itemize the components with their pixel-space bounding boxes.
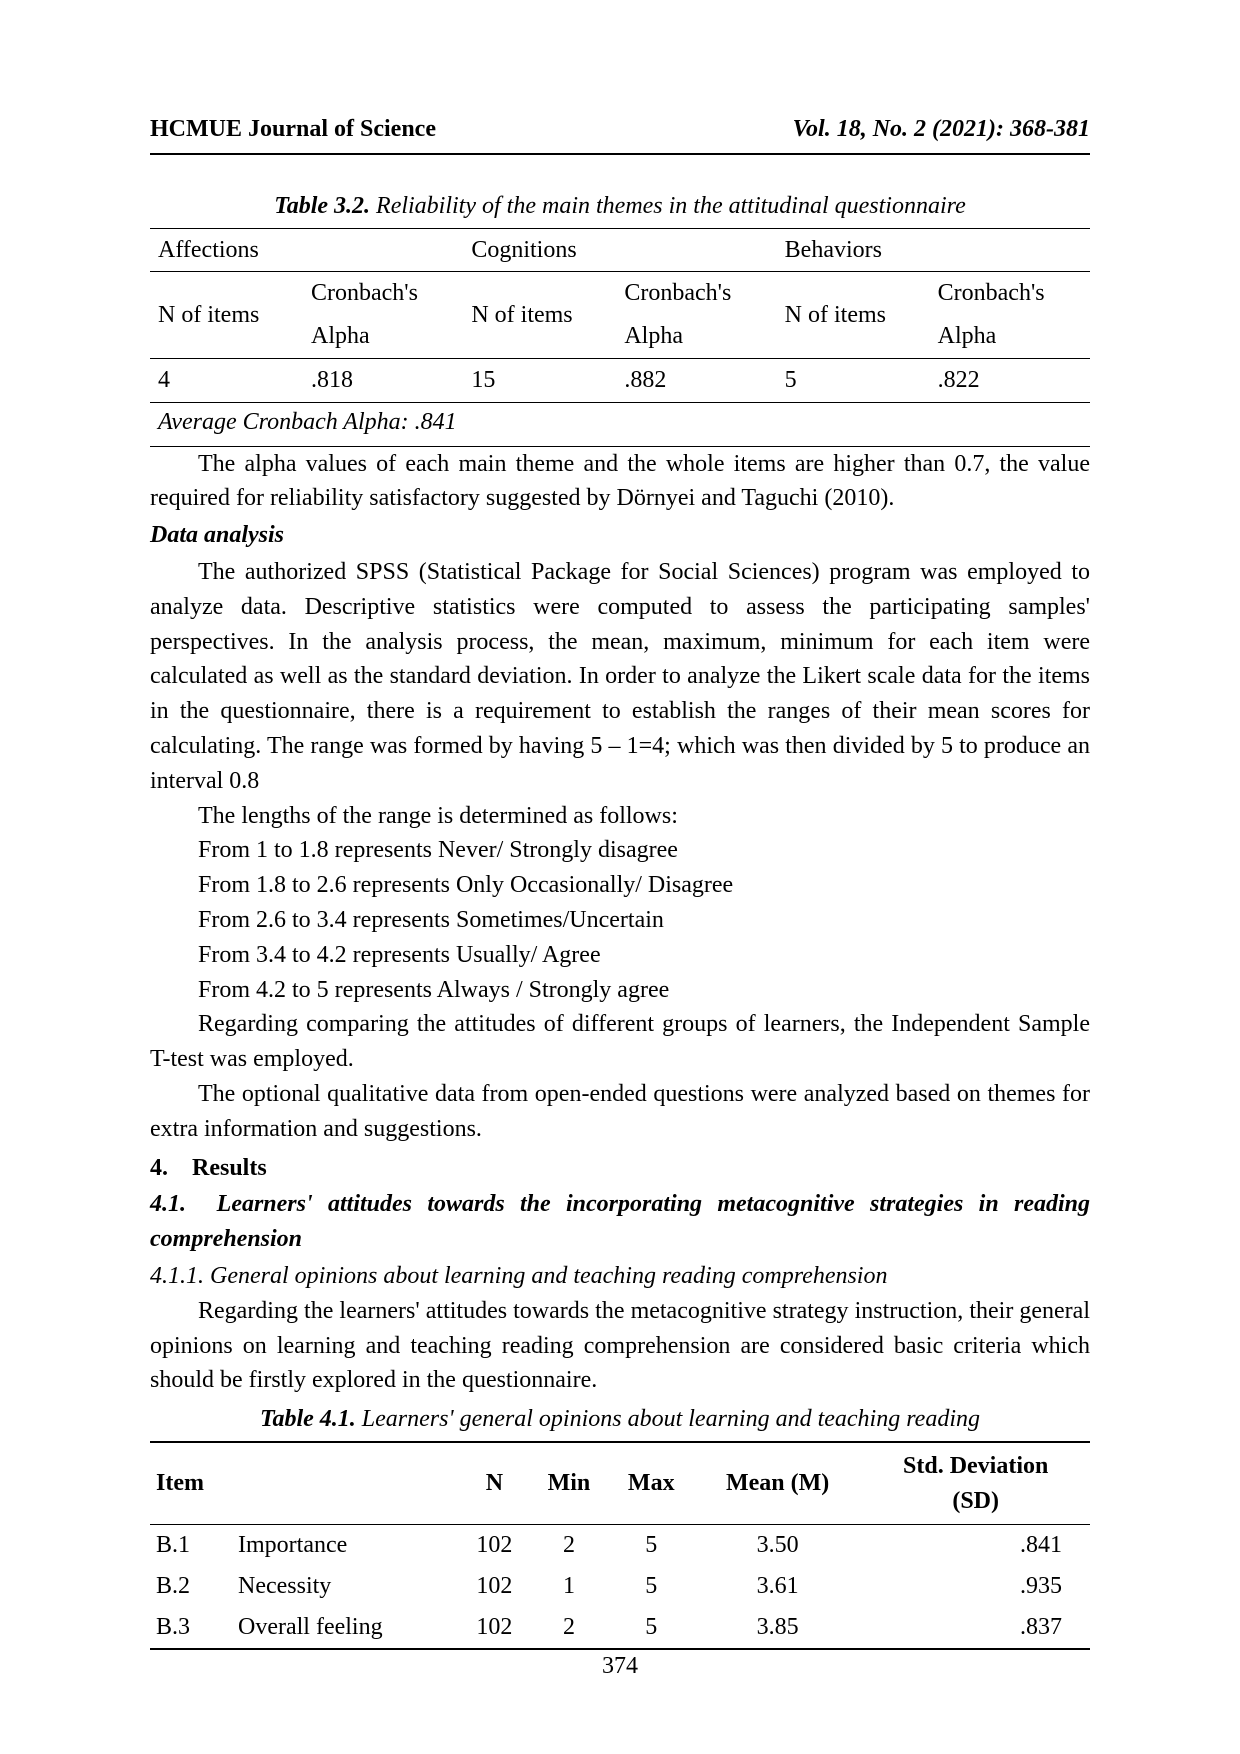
cell: 5 — [777, 358, 930, 402]
col-sd: Std. Deviation (SD) — [861, 1442, 1090, 1525]
range-line: From 4.2 to 5 represents Always / Strong… — [150, 973, 1090, 1008]
cell: .822 — [930, 358, 1090, 402]
cell: B.3 — [150, 1607, 232, 1649]
cell: 2 — [529, 1607, 608, 1649]
cell: 1 — [529, 1566, 608, 1607]
cell: 5 — [609, 1566, 694, 1607]
cell: 3.50 — [694, 1525, 862, 1566]
cell: .818 — [303, 358, 463, 402]
col-item: Item — [150, 1442, 460, 1525]
journal-title: HCMUE Journal of Science — [150, 112, 436, 147]
table-row: B.1 Importance 102 2 5 3.50 .841 — [150, 1525, 1090, 1566]
cell: 102 — [460, 1566, 530, 1607]
subhead: N of items — [463, 272, 616, 359]
heading-number: 4. — [150, 1155, 168, 1181]
heading-number: 4.1. — [150, 1191, 186, 1217]
section-4-1-1-heading: 4.1.1. General opinions about learning a… — [150, 1259, 1090, 1294]
heading-text: Learners' attitudes towards the incorpor… — [150, 1191, 1090, 1252]
subhead: N of items — [777, 272, 930, 359]
cell: 102 — [460, 1607, 530, 1649]
cell: .935 — [861, 1566, 1090, 1607]
section-4-heading: 4. Results — [150, 1151, 1090, 1186]
running-header: HCMUE Journal of Science Vol. 18, No. 2 … — [150, 112, 1090, 155]
cell: 3.61 — [694, 1566, 862, 1607]
table-header-row: Item N Min Max Mean (M) Std. Deviation (… — [150, 1442, 1090, 1525]
group-header: Behaviors — [777, 228, 1090, 272]
subhead: N of items — [150, 272, 303, 359]
paragraph: The lengths of the range is determined a… — [150, 799, 1090, 834]
cell: 5 — [609, 1525, 694, 1566]
cell: Importance — [232, 1525, 460, 1566]
table-row: Affections Cognitions Behaviors — [150, 228, 1090, 272]
col-min: Min — [529, 1442, 608, 1525]
subhead: Cronbach's — [616, 272, 776, 315]
paragraph: The authorized SPSS (Statistical Package… — [150, 555, 1090, 799]
sd-line2: (SD) — [952, 1488, 999, 1514]
cell: 2 — [529, 1525, 608, 1566]
table-row: N of items Cronbach's N of items Cronbac… — [150, 272, 1090, 315]
cell: .882 — [616, 358, 776, 402]
caption-text: Reliability of the main themes in the at… — [370, 193, 966, 219]
subhead: Cronbach's — [303, 272, 463, 315]
group-header: Cognitions — [463, 228, 776, 272]
col-max: Max — [609, 1442, 694, 1525]
average-alpha: Average Cronbach Alpha: .841 — [150, 403, 1090, 447]
paragraph: The optional qualitative data from open-… — [150, 1077, 1090, 1147]
cell: 5 — [609, 1607, 694, 1649]
table-4-1-caption: Table 4.1. Learners' general opinions ab… — [150, 1402, 1090, 1437]
cell: B.1 — [150, 1525, 232, 1566]
sd-line1: Std. Deviation — [903, 1453, 1048, 1479]
cell: 4 — [150, 358, 303, 402]
subhead: Alpha — [616, 315, 776, 358]
caption-text: Learners' general opinions about learnin… — [356, 1406, 980, 1432]
section-4-1-heading: 4.1. Learners' attitudes towards the inc… — [150, 1187, 1090, 1257]
cell: 15 — [463, 358, 616, 402]
cell: 102 — [460, 1525, 530, 1566]
range-line: From 3.4 to 4.2 represents Usually/ Agre… — [150, 938, 1090, 973]
table-3-2: Affections Cognitions Behaviors N of ite… — [150, 228, 1090, 403]
cell: .841 — [861, 1525, 1090, 1566]
cell: 3.85 — [694, 1607, 862, 1649]
group-header: Affections — [150, 228, 463, 272]
range-line: From 1.8 to 2.6 represents Only Occasion… — [150, 868, 1090, 903]
page-number: 374 — [0, 1649, 1240, 1684]
table-3-2-caption: Table 3.2. Reliability of the main theme… — [150, 189, 1090, 224]
range-line: From 2.6 to 3.4 represents Sometimes/Unc… — [150, 903, 1090, 938]
subhead: Alpha — [303, 315, 463, 358]
page: HCMUE Journal of Science Vol. 18, No. 2 … — [0, 0, 1240, 1754]
issue-info: Vol. 18, No. 2 (2021): 368-381 — [793, 112, 1090, 147]
data-analysis-heading: Data analysis — [150, 518, 1090, 553]
cell: Necessity — [232, 1566, 460, 1607]
table-4-1: Item N Min Max Mean (M) Std. Deviation (… — [150, 1441, 1090, 1650]
table-row: 4 .818 15 .882 5 .822 — [150, 358, 1090, 402]
range-line: From 1 to 1.8 represents Never/ Strongly… — [150, 833, 1090, 868]
table-row: B.3 Overall feeling 102 2 5 3.85 .837 — [150, 1607, 1090, 1649]
cell: B.2 — [150, 1566, 232, 1607]
subhead: Alpha — [930, 315, 1090, 358]
paragraph: The alpha values of each main theme and … — [150, 447, 1090, 517]
heading-text: Results — [192, 1155, 267, 1181]
cell: .837 — [861, 1607, 1090, 1649]
caption-label: Table 4.1. — [260, 1406, 356, 1432]
cell: Overall feeling — [232, 1607, 460, 1649]
paragraph: Regarding the learners' attitudes toward… — [150, 1294, 1090, 1398]
col-mean: Mean (M) — [694, 1442, 862, 1525]
caption-label: Table 3.2. — [274, 193, 370, 219]
table-row: B.2 Necessity 102 1 5 3.61 .935 — [150, 1566, 1090, 1607]
paragraph: Regarding comparing the attitudes of dif… — [150, 1007, 1090, 1077]
subhead: Cronbach's — [930, 272, 1090, 315]
col-n: N — [460, 1442, 530, 1525]
